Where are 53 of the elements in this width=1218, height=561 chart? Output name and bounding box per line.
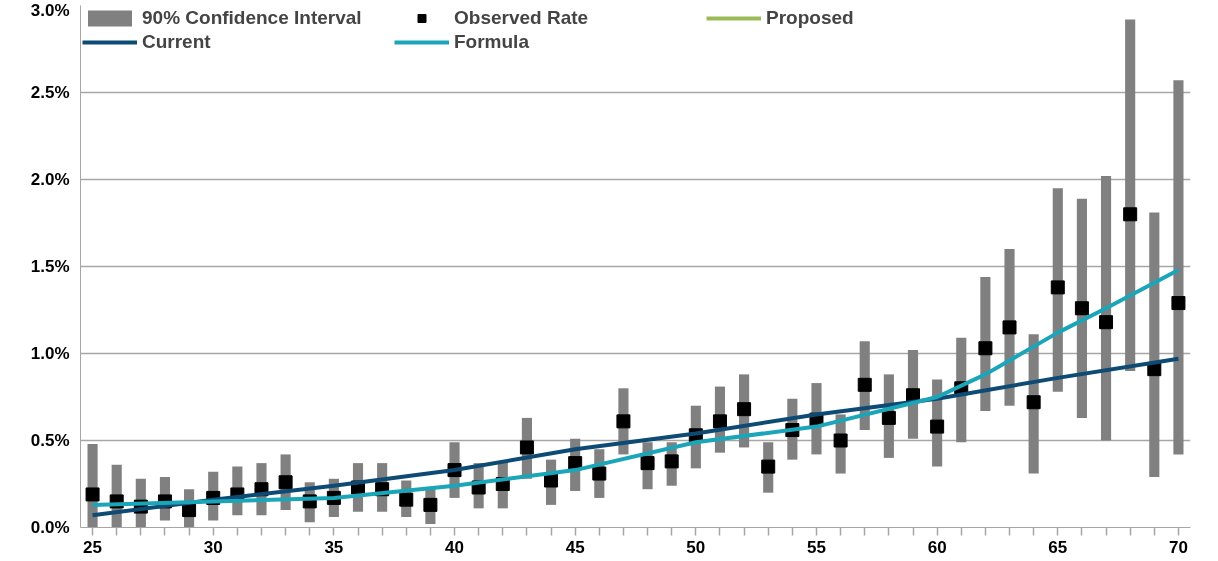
x-tick-label: 35: [324, 537, 344, 557]
point: [978, 341, 993, 356]
point: [664, 454, 679, 469]
point: [737, 402, 752, 417]
point: [1123, 207, 1138, 222]
point: [930, 419, 945, 434]
point: [1099, 315, 1114, 330]
x-tick-label: 55: [807, 537, 826, 557]
y-tick-label: 3.0%: [30, 0, 70, 20]
point: [1002, 320, 1017, 335]
bar: [1149, 212, 1160, 478]
point: [640, 456, 655, 471]
point: [881, 410, 896, 425]
point: [519, 440, 534, 455]
legend-label: 90% Confidence Interval: [142, 7, 363, 29]
point: [1171, 296, 1186, 311]
x-tick-label: 70: [1168, 537, 1188, 557]
legend-label: Formula: [454, 31, 530, 53]
legend-label: Observed Rate: [454, 7, 590, 29]
y-tick-label: 2.0%: [30, 170, 70, 189]
bar: [1173, 80, 1184, 455]
x-tick-label: 60: [927, 537, 947, 557]
point: [85, 487, 100, 502]
y-tick-label: 0.0%: [30, 518, 70, 537]
x-tick-label: 25: [83, 537, 103, 557]
line-series: [90, 267, 1181, 507]
x-tick-label: 40: [445, 537, 464, 557]
y-tick-label: 1.5%: [30, 257, 70, 276]
x-tick-label: 50: [686, 537, 706, 557]
point: [1050, 280, 1065, 295]
line-series: [90, 356, 1181, 518]
y-tick-label: 0.5%: [30, 431, 70, 450]
point: [833, 433, 848, 448]
x-tick-label: 30: [203, 537, 223, 557]
point: [712, 414, 727, 429]
point: [399, 492, 414, 507]
y-tick-label: 2.5%: [30, 83, 70, 102]
point: [278, 475, 293, 490]
point: [592, 466, 607, 481]
point: [857, 377, 872, 392]
point: [616, 414, 631, 429]
legend-label: Current: [142, 31, 212, 53]
point: [423, 497, 438, 512]
x-tick-label: 45: [565, 537, 585, 557]
point: [761, 459, 776, 474]
bar: [1100, 176, 1112, 441]
point: [544, 473, 559, 488]
point: [1074, 301, 1089, 316]
y-tick-label: 1.0%: [30, 344, 70, 363]
x-tick-label: 65: [1048, 537, 1068, 557]
point: [1026, 395, 1041, 410]
legend-label: Proposed: [766, 7, 855, 29]
bar: [1125, 19, 1136, 371]
